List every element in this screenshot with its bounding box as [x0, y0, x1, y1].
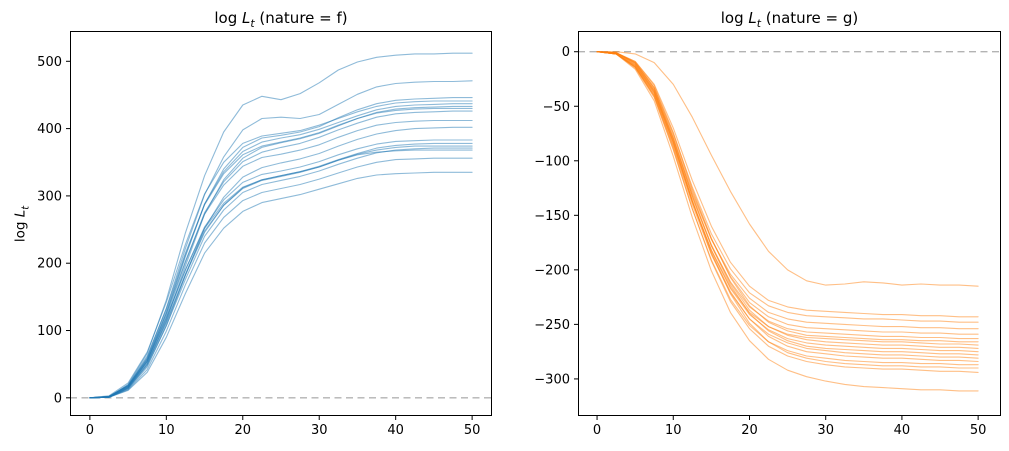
- y-tick-label: 300: [37, 189, 62, 204]
- series-line: [89, 157, 473, 399]
- series-line: [596, 51, 979, 287]
- series-line: [89, 145, 473, 399]
- title-text: log: [720, 9, 749, 27]
- title-subscript: t: [250, 17, 255, 30]
- plot-title-nature-g: log Lt (nature = g): [578, 8, 1001, 30]
- y-tick-label: 200: [37, 257, 62, 272]
- x-tick-label: 0: [86, 423, 94, 438]
- series-line: [596, 51, 979, 356]
- y-tick-label: 500: [37, 55, 62, 70]
- axes-frame: [70, 31, 492, 416]
- x-tick-label: 20: [235, 423, 252, 438]
- x-tick-label: 50: [970, 423, 987, 438]
- x-tick-label: 30: [311, 423, 328, 438]
- series-line: [89, 119, 473, 399]
- title-suffix: (nature = f): [254, 9, 348, 27]
- x-tick-label: 40: [387, 423, 404, 438]
- x-tick-label: 0: [593, 423, 601, 438]
- axes-frame: [578, 31, 1001, 416]
- series-line: [89, 139, 473, 399]
- series-line: [596, 51, 979, 366]
- x-tick-label: 20: [741, 423, 758, 438]
- series-line: [596, 51, 979, 392]
- series-line: [89, 171, 473, 399]
- series-line: [596, 51, 979, 318]
- plot-title-nature-f: log Lt (nature = f): [70, 8, 492, 30]
- series-line: [89, 100, 473, 399]
- ylabel-subscript: t: [20, 205, 32, 210]
- title-subscript: t: [756, 17, 761, 30]
- title-text: log: [214, 9, 243, 27]
- ylabel-text: log: [12, 217, 29, 243]
- y-tick-label: −250: [534, 318, 570, 333]
- series-line: [89, 149, 473, 399]
- x-tick-label: 10: [158, 423, 175, 438]
- series-line: [596, 51, 979, 373]
- y-tick-label: −300: [534, 372, 570, 387]
- y-tick-label: 400: [37, 122, 62, 137]
- y-tick-label: −100: [534, 154, 570, 169]
- ylabel-variable: L: [12, 209, 29, 218]
- y-tick-label: −150: [534, 209, 570, 224]
- y-tick-label: −50: [543, 100, 570, 115]
- x-tick-label: 40: [894, 423, 911, 438]
- axes-nature-g: 0 10 20 30 40 50 0 −50 −100 −150 −200 −250 −300: [534, 31, 1001, 438]
- title-variable: L: [242, 9, 251, 27]
- x-tick-label: 30: [817, 423, 834, 438]
- y-tick-label: −200: [534, 263, 570, 278]
- title-suffix: (nature = g): [760, 9, 859, 27]
- x-tick-label: 50: [464, 423, 481, 438]
- y-tick-label: 0: [54, 391, 62, 406]
- series-line: [596, 51, 979, 369]
- series-line: [596, 51, 979, 343]
- y-tick-label: 100: [37, 324, 62, 339]
- series-line: [89, 147, 473, 399]
- series-line: [89, 107, 473, 399]
- title-variable: L: [748, 9, 757, 27]
- x-tick-label: 10: [665, 423, 682, 438]
- y-tick-label: 0: [562, 45, 570, 60]
- y-axis-label: log Lt: [13, 206, 32, 242]
